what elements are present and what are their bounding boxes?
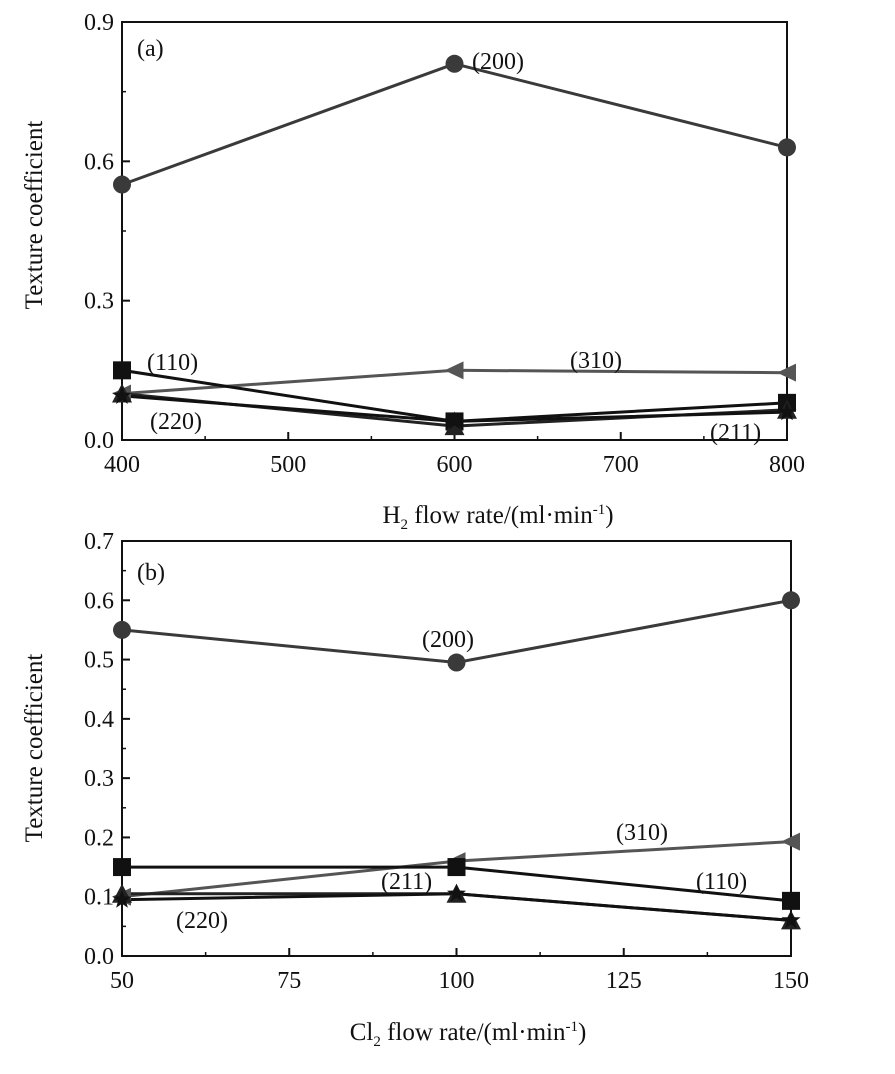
data-point-b-200	[447, 653, 466, 672]
xlabel-b-end: )	[578, 1019, 586, 1046]
panel-label-a: (a)	[137, 36, 164, 62]
y-tick-label-a: 0.6	[84, 149, 114, 175]
series-line-a-200	[121, 62, 788, 187]
series-b	[112, 591, 801, 930]
x-tick-label-b: 150	[773, 968, 809, 994]
data-point-a-211	[777, 402, 797, 421]
xlabel-b-main: Cl	[350, 1019, 374, 1046]
x-tick-label-b: 125	[606, 968, 642, 994]
annotation-b-211: (211)	[381, 869, 432, 895]
data-point-a-200	[113, 175, 131, 194]
xlabel-a-sub: 2	[401, 517, 409, 533]
data-point-a-310	[777, 363, 796, 382]
data-point-b-211	[447, 883, 466, 902]
x-tick-label-a: 400	[104, 452, 140, 478]
plot-frame-a	[121, 21, 788, 441]
annotation-b-310: (310)	[616, 820, 668, 846]
annotation-a-110: (110)	[147, 350, 198, 376]
data-point-b-200	[113, 620, 131, 639]
y-tick-label-a: 0.9	[84, 10, 114, 36]
xlabel-a-sup: -1	[593, 502, 606, 518]
y-tick-label-a: 0.3	[84, 289, 114, 315]
x-tick-label-a: 500	[270, 452, 306, 478]
y-tick-label-b: 0.6	[84, 588, 114, 614]
x-tick-label-b: 75	[277, 968, 301, 994]
panel-label-b: (b)	[137, 560, 165, 586]
annotation-a-310: (310)	[570, 348, 622, 374]
y-tick-label-b: 0.0	[84, 944, 114, 970]
ylabel-a: Texture coefficient	[21, 121, 48, 310]
y-tick-label-b: 0.7	[84, 529, 114, 555]
xlabel-a: H2 flow rate/(ml·min-1)	[382, 502, 613, 533]
data-point-b-110	[447, 858, 466, 877]
series-a	[112, 54, 797, 436]
annotation-b-200: (200)	[422, 627, 474, 653]
data-point-a-211	[445, 411, 464, 430]
xlabel-a-end: )	[605, 502, 613, 529]
data-point-b-211	[781, 910, 801, 929]
x-tick-label-b: 50	[110, 968, 134, 994]
xlabel-a-main: H	[382, 502, 400, 529]
annotation-b-110: (110)	[696, 869, 747, 895]
data-point-b-110	[113, 858, 131, 877]
ylabel-b: Texture coefficient	[21, 654, 48, 843]
data-point-a-211	[112, 385, 132, 404]
data-point-b-200	[782, 591, 800, 610]
data-point-a-200	[445, 54, 464, 73]
data-point-b-211	[112, 889, 132, 908]
y-tick-label-a: 0.0	[84, 428, 114, 454]
data-point-a-220	[444, 416, 465, 436]
annotation-a-200: (200)	[472, 49, 524, 75]
xlabel-b: Cl2 flow rate/(ml·min-1)	[350, 1019, 587, 1050]
y-tick-label-b: 0.1	[84, 885, 114, 911]
x-tick-label-a: 600	[437, 452, 473, 478]
data-point-a-110	[113, 361, 131, 380]
annotation-a-211: (211)	[710, 420, 761, 446]
ticks-b: 50 75 100 125 150 0.0 0.1 0.2 0.3 0.4 0.5 0.6 0.7	[84, 529, 809, 994]
ticks-a: 400 500 600 700 800 0.0 0.3 0.6 0.9	[84, 10, 805, 478]
data-point-b-310	[781, 832, 800, 851]
xlabel-b-sub: 2	[373, 1034, 381, 1050]
annotation-b-220: (220)	[176, 908, 228, 934]
y-tick-label-b: 0.3	[84, 766, 114, 792]
annotation-a-220: (220)	[150, 409, 202, 435]
x-tick-label-b: 100	[439, 968, 475, 994]
data-point-a-310	[444, 361, 464, 380]
y-tick-label-b: 0.4	[84, 707, 114, 733]
data-point-b-110	[782, 891, 800, 910]
y-tick-label-b: 0.2	[84, 825, 114, 851]
xlabel-b-rest: flow rate/(ml·min	[381, 1019, 566, 1046]
xlabel-b-sup: -1	[565, 1019, 578, 1035]
y-tick-label-b: 0.5	[84, 648, 114, 674]
data-point-a-200	[778, 138, 796, 157]
x-tick-label-a: 800	[769, 452, 805, 478]
xlabel-a-rest: flow rate/(ml·min	[408, 502, 593, 529]
x-tick-label-a: 700	[603, 452, 639, 478]
